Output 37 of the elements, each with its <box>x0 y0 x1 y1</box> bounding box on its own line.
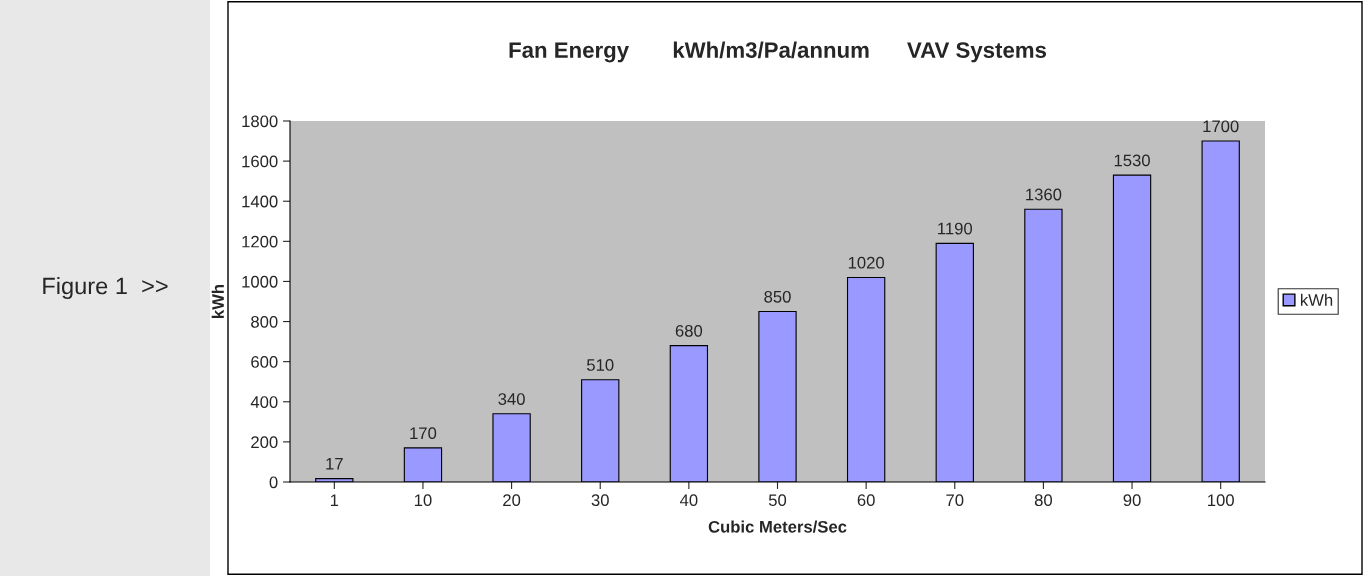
data-label: 680 <box>675 324 703 337</box>
y-tick-label: 800 <box>251 315 278 328</box>
data-label: 1700 <box>1203 120 1239 133</box>
data-label: 17 <box>326 458 343 470</box>
x-axis-title: Cubic Meters/Sec <box>708 520 847 533</box>
y-tick-label: 0 <box>269 476 278 489</box>
x-tick-label: 70 <box>946 494 964 507</box>
y-axis-title: kWh <box>211 284 224 318</box>
data-label: 510 <box>586 359 614 371</box>
x-tick-label: 20 <box>503 494 521 507</box>
x-tick-label: 50 <box>768 494 787 507</box>
x-tick-label: 30 <box>591 494 609 507</box>
data-label: 1360 <box>1026 188 1062 201</box>
y-tick-label: 1800 <box>242 115 278 128</box>
y-tick-label: 1200 <box>242 235 278 248</box>
x-tick-label: 100 <box>1208 494 1234 507</box>
x-tick-label: 10 <box>414 494 432 507</box>
x-tick-label: 90 <box>1123 494 1141 507</box>
data-label: 340 <box>498 393 525 405</box>
data-label: 1190 <box>938 222 973 235</box>
legend-label: kWh <box>1301 293 1333 306</box>
caption: Figure 1 >> <box>43 276 168 299</box>
chart-title: Fan Energy kWh/m3/Pa/annum VAV Systems <box>509 41 1047 63</box>
data-label: 170 <box>410 427 437 440</box>
y-tick-label: 200 <box>251 436 278 449</box>
data-label: 1020 <box>848 256 885 269</box>
y-tick-label: 1600 <box>242 155 278 168</box>
y-tick-label: 400 <box>250 396 278 408</box>
data-label: 1530 <box>1114 154 1150 167</box>
x-tick-label: 1 <box>330 494 339 506</box>
x-tick-label: 40 <box>679 494 698 507</box>
y-tick-label: 600 <box>251 356 278 368</box>
y-tick-label: 1400 <box>242 195 278 208</box>
x-tick-label: 80 <box>1034 494 1053 507</box>
data-label: 850 <box>764 290 791 303</box>
y-tick-label: 1000 <box>242 275 278 288</box>
x-tick-label: 60 <box>857 494 875 507</box>
